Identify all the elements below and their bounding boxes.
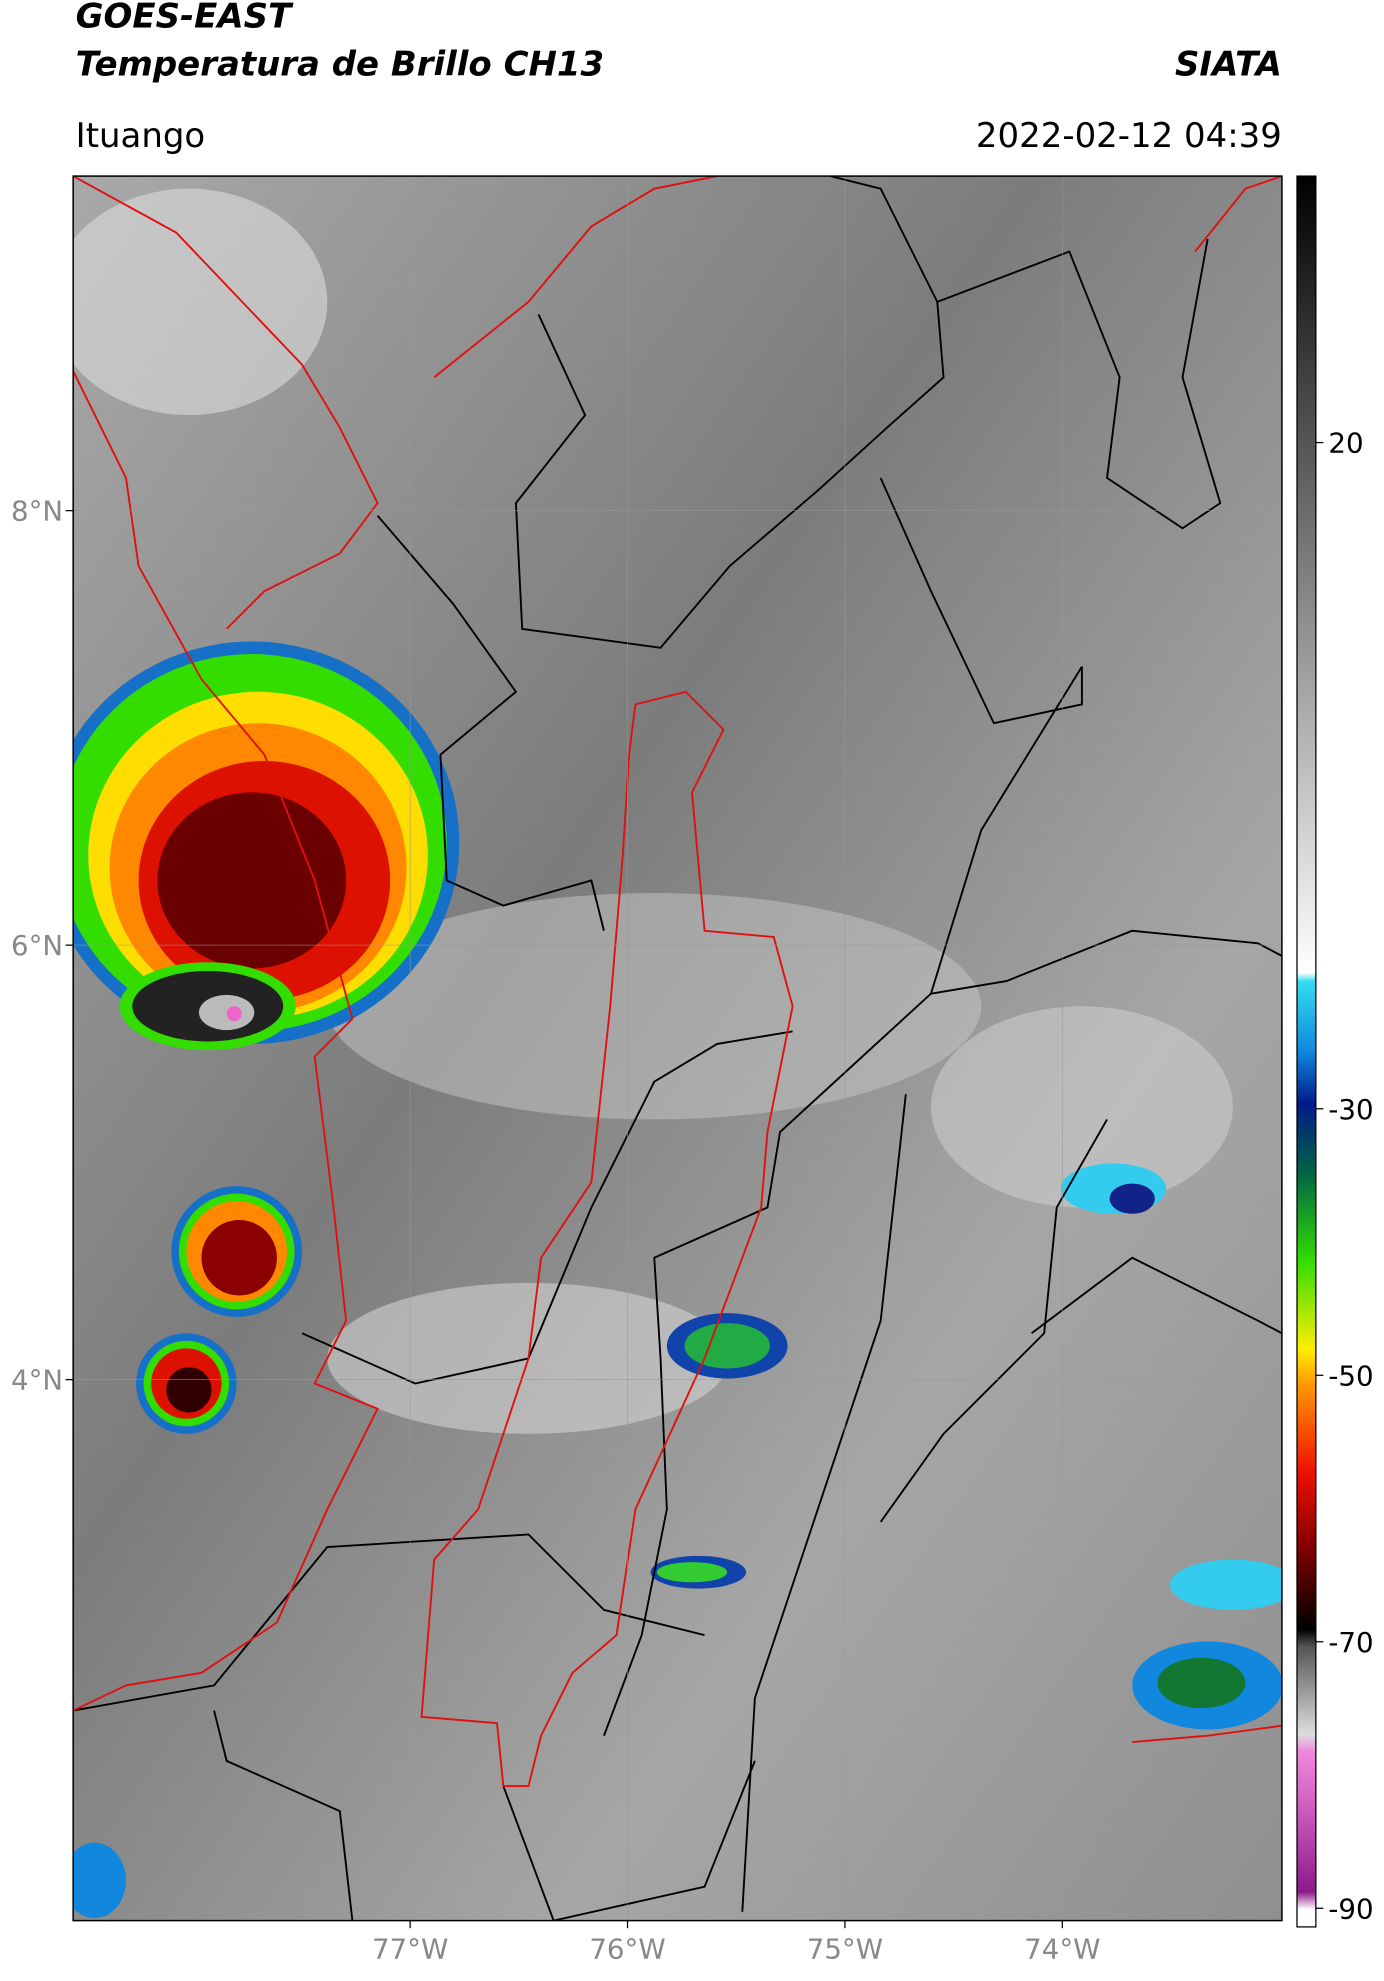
colorbar-label: -50 xyxy=(1328,1359,1373,1392)
lon-label: 76°W xyxy=(589,1932,665,1965)
lat-label: 6°N xyxy=(11,929,63,962)
colorbar-label: 20 xyxy=(1328,427,1363,460)
colorbar-label: -90 xyxy=(1328,1892,1373,1925)
graticule xyxy=(73,176,1282,1921)
colorbar-label: -70 xyxy=(1328,1626,1373,1659)
lon-label: 77°W xyxy=(372,1932,448,1965)
source: SIATA xyxy=(1175,44,1282,84)
satellite-image xyxy=(73,176,1282,1921)
title: GOES-EAST xyxy=(76,0,294,37)
lon-label: 75°W xyxy=(807,1932,883,1965)
datetime: 2022-02-12 04:39 xyxy=(976,116,1282,156)
lon-label: 74°W xyxy=(1024,1932,1100,1965)
colorbar xyxy=(1296,175,1317,1928)
lat-label: 4°N xyxy=(11,1364,63,1397)
subtitle: Temperatura de Brillo CH13 xyxy=(76,44,604,84)
location: Ituango xyxy=(76,116,206,156)
map-frame xyxy=(72,175,1283,1922)
colorbar-label: -30 xyxy=(1328,1093,1373,1126)
lat-label: 8°N xyxy=(11,495,63,528)
